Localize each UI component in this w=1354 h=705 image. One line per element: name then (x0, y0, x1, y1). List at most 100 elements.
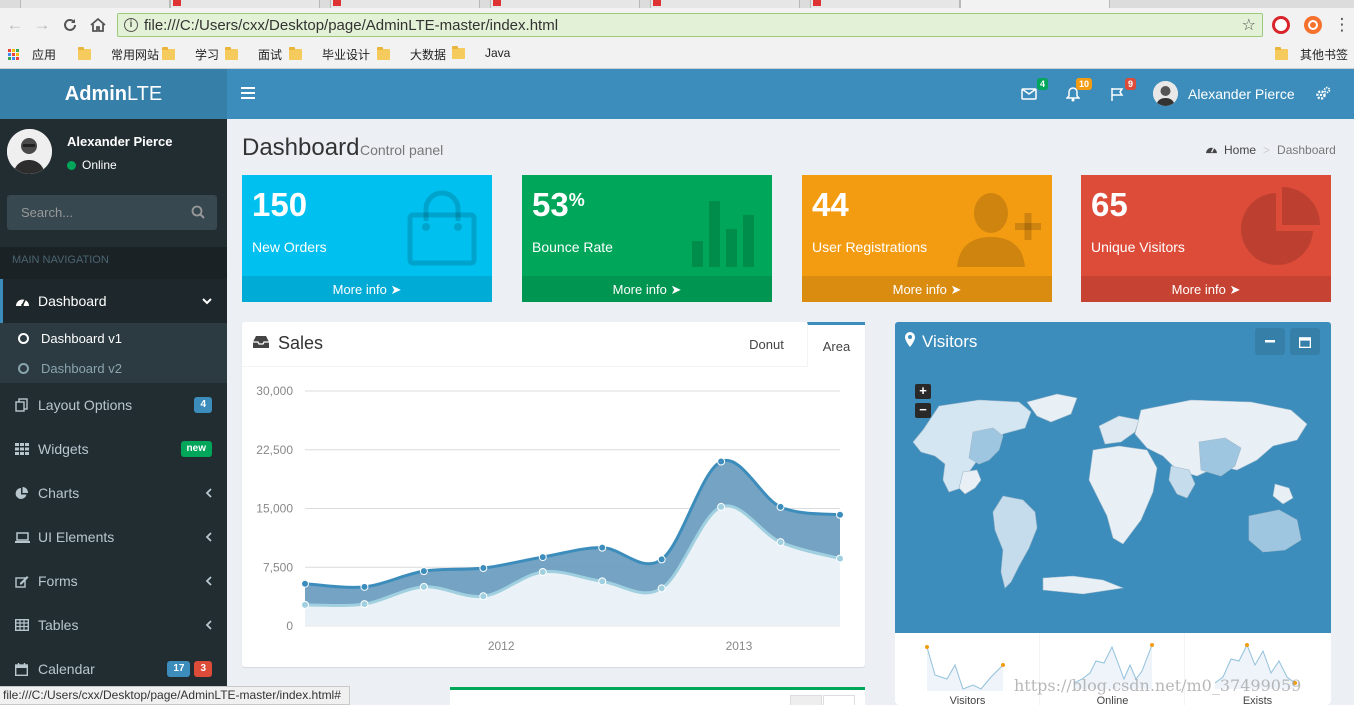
back-icon[interactable]: ← (6, 15, 24, 34)
browser-tab[interactable] (490, 0, 640, 8)
browser-tab[interactable] (330, 0, 480, 8)
opera-extension-icon[interactable] (1272, 16, 1290, 34)
more-info-link[interactable]: More info ➤ (522, 276, 772, 302)
sidebar-item-calendar[interactable]: Calendar 17 3 (0, 647, 227, 691)
main-sidebar: Alexander Pierce Online MAIN NAVIGATION … (0, 119, 227, 705)
sidebar-item-tables[interactable]: Tables (0, 603, 227, 647)
dashboard-submenu: Dashboard v1 Dashboard v2 (0, 323, 227, 383)
more-info-link[interactable]: More info ➤ (242, 276, 492, 302)
sparkline-label: Exists (1242, 695, 1273, 705)
y-tick-label: 0 (286, 619, 293, 633)
home-icon[interactable] (86, 10, 110, 40)
table-icon (15, 619, 38, 631)
tasks-flag-icon[interactable]: 9 (1105, 78, 1136, 106)
search-icon[interactable] (191, 205, 205, 222)
folder-icon (452, 45, 465, 59)
chevron-left-icon (205, 576, 212, 586)
user-plus-icon (957, 187, 1042, 270)
sparkline-label: Visitors (949, 695, 986, 705)
collapse-button[interactable] (1255, 328, 1285, 355)
date-range-button[interactable] (1290, 328, 1320, 355)
forward-icon[interactable]: → (33, 15, 51, 34)
tab-area[interactable]: Area (807, 322, 865, 367)
sidebar-item-dashboard-v1[interactable]: Dashboard v1 (0, 323, 227, 353)
pie-chart-icon (15, 486, 38, 500)
sidebar-item-ui-elements[interactable]: UI Elements (0, 515, 227, 559)
shopping-bag-icon (402, 187, 482, 270)
data-point (538, 553, 547, 562)
browser-tab-active[interactable] (960, 0, 1110, 8)
sidebar-toggle-icon[interactable] (241, 87, 255, 99)
world-map[interactable] (903, 392, 1323, 607)
browser-status-bar: file:///C:/Users/cxx/Desktop/page/AdminL… (0, 686, 350, 705)
menu-icon[interactable]: ⋮ (1333, 15, 1351, 34)
tasks-badge: 9 (1124, 78, 1136, 90)
folder-icon (1275, 47, 1288, 60)
browser-tab[interactable] (810, 0, 960, 8)
reload-icon[interactable] (58, 10, 82, 40)
circle-icon (18, 332, 29, 344)
online-status: Online (67, 158, 117, 172)
calendar-icon (15, 662, 38, 676)
sidebar-item-dashboard-v2[interactable]: Dashboard v2 (0, 353, 227, 383)
chevron-left-icon (205, 620, 212, 630)
sidebar-item-widgets[interactable]: Widgets new (0, 427, 227, 471)
sidebar-item-charts[interactable]: Charts (0, 471, 227, 515)
search-input[interactable] (7, 195, 182, 230)
box-tool-button[interactable] (823, 695, 855, 705)
stat-label: User Registrations (812, 239, 928, 255)
map-marker-icon (905, 332, 915, 352)
control-sidebar-gears-icon[interactable] (1315, 86, 1331, 105)
notifications-icon[interactable]: 10 (1061, 78, 1092, 106)
bookmark-folder[interactable]: 常用网站 (78, 46, 159, 63)
sidebar-section-header: MAIN NAVIGATION (0, 247, 227, 279)
status-dot-icon (67, 160, 76, 170)
sidebar-item-dashboard[interactable]: Dashboard (0, 279, 227, 323)
bookmark-apps[interactable]: 应用 (8, 46, 56, 63)
sidebar-item-forms[interactable]: Forms (0, 559, 227, 603)
zoom-in-button[interactable]: + (915, 384, 931, 399)
files-icon (15, 398, 38, 412)
breadcrumb: Home > Dashboard (1205, 143, 1336, 157)
zoom-out-button[interactable]: − (915, 403, 931, 418)
info-icon[interactable]: i (124, 18, 138, 32)
sidebar-item-layout-options[interactable]: Layout Options 4 (0, 383, 227, 427)
other-bookmarks[interactable]: 其他书签 (1275, 46, 1348, 63)
bookmark-folder[interactable]: 大数据 (377, 46, 446, 63)
bookmark-label: 大数据 (410, 48, 447, 62)
top-navbar: 4 10 9 Alexander Pierce (227, 69, 1354, 119)
arrow-circle-right-icon: ➤ (1229, 282, 1241, 297)
bookmark-star-icon[interactable]: ☆ (1241, 17, 1256, 34)
bookmarks-bar: 应用 常用网站 学习 面试 毕业设计 大数据 Java 其他书签 (0, 44, 1354, 66)
bookmark-folder[interactable]: 毕业设计 (289, 46, 370, 63)
avatar (7, 129, 52, 174)
stat-box-user-registrations: 44 User Registrations More info ➤ (802, 175, 1052, 302)
more-info-link[interactable]: More info ➤ (1081, 276, 1331, 302)
visitors-box: Visitors + − Visitors Onli (895, 322, 1331, 705)
sidebar-item-label: UI Elements (38, 529, 115, 545)
data-point (419, 567, 428, 576)
page-subtitle: Control panel (360, 142, 444, 158)
user-menu[interactable]: Alexander Pierce (1153, 81, 1295, 106)
y-tick-label: 15,000 (256, 502, 293, 516)
address-bar[interactable]: i file:///C:/Users/cxx/Desktop/page/Admi… (117, 13, 1263, 37)
messages-icon[interactable]: 4 (1017, 78, 1048, 106)
breadcrumb-home[interactable]: Home (1224, 143, 1257, 157)
sparkline-row: Visitors Online Exists (895, 633, 1331, 705)
page-title: Dashboard (242, 134, 360, 161)
bookmark-folder[interactable]: 面试 (225, 46, 282, 63)
app-logo[interactable]: AdminLTE (0, 69, 227, 119)
box-tool-button[interactable] (790, 695, 822, 705)
bookmark-label: 常用网站 (111, 48, 160, 62)
widgets-badge: new (180, 441, 212, 457)
bookmark-folder[interactable]: Java (452, 45, 510, 60)
stat-value: 150 (252, 186, 308, 223)
browser-tab[interactable] (170, 0, 320, 8)
more-info-link[interactable]: More info ➤ (802, 276, 1052, 302)
lifebuoy-extension-icon[interactable] (1304, 16, 1322, 34)
address-url[interactable]: file:///C:/Users/cxx/Desktop/page/AdminL… (144, 17, 559, 34)
browser-tab[interactable] (20, 0, 170, 8)
tab-donut[interactable]: Donut (749, 337, 784, 352)
browser-tab[interactable] (650, 0, 800, 8)
bookmark-folder[interactable]: 学习 (162, 46, 219, 63)
